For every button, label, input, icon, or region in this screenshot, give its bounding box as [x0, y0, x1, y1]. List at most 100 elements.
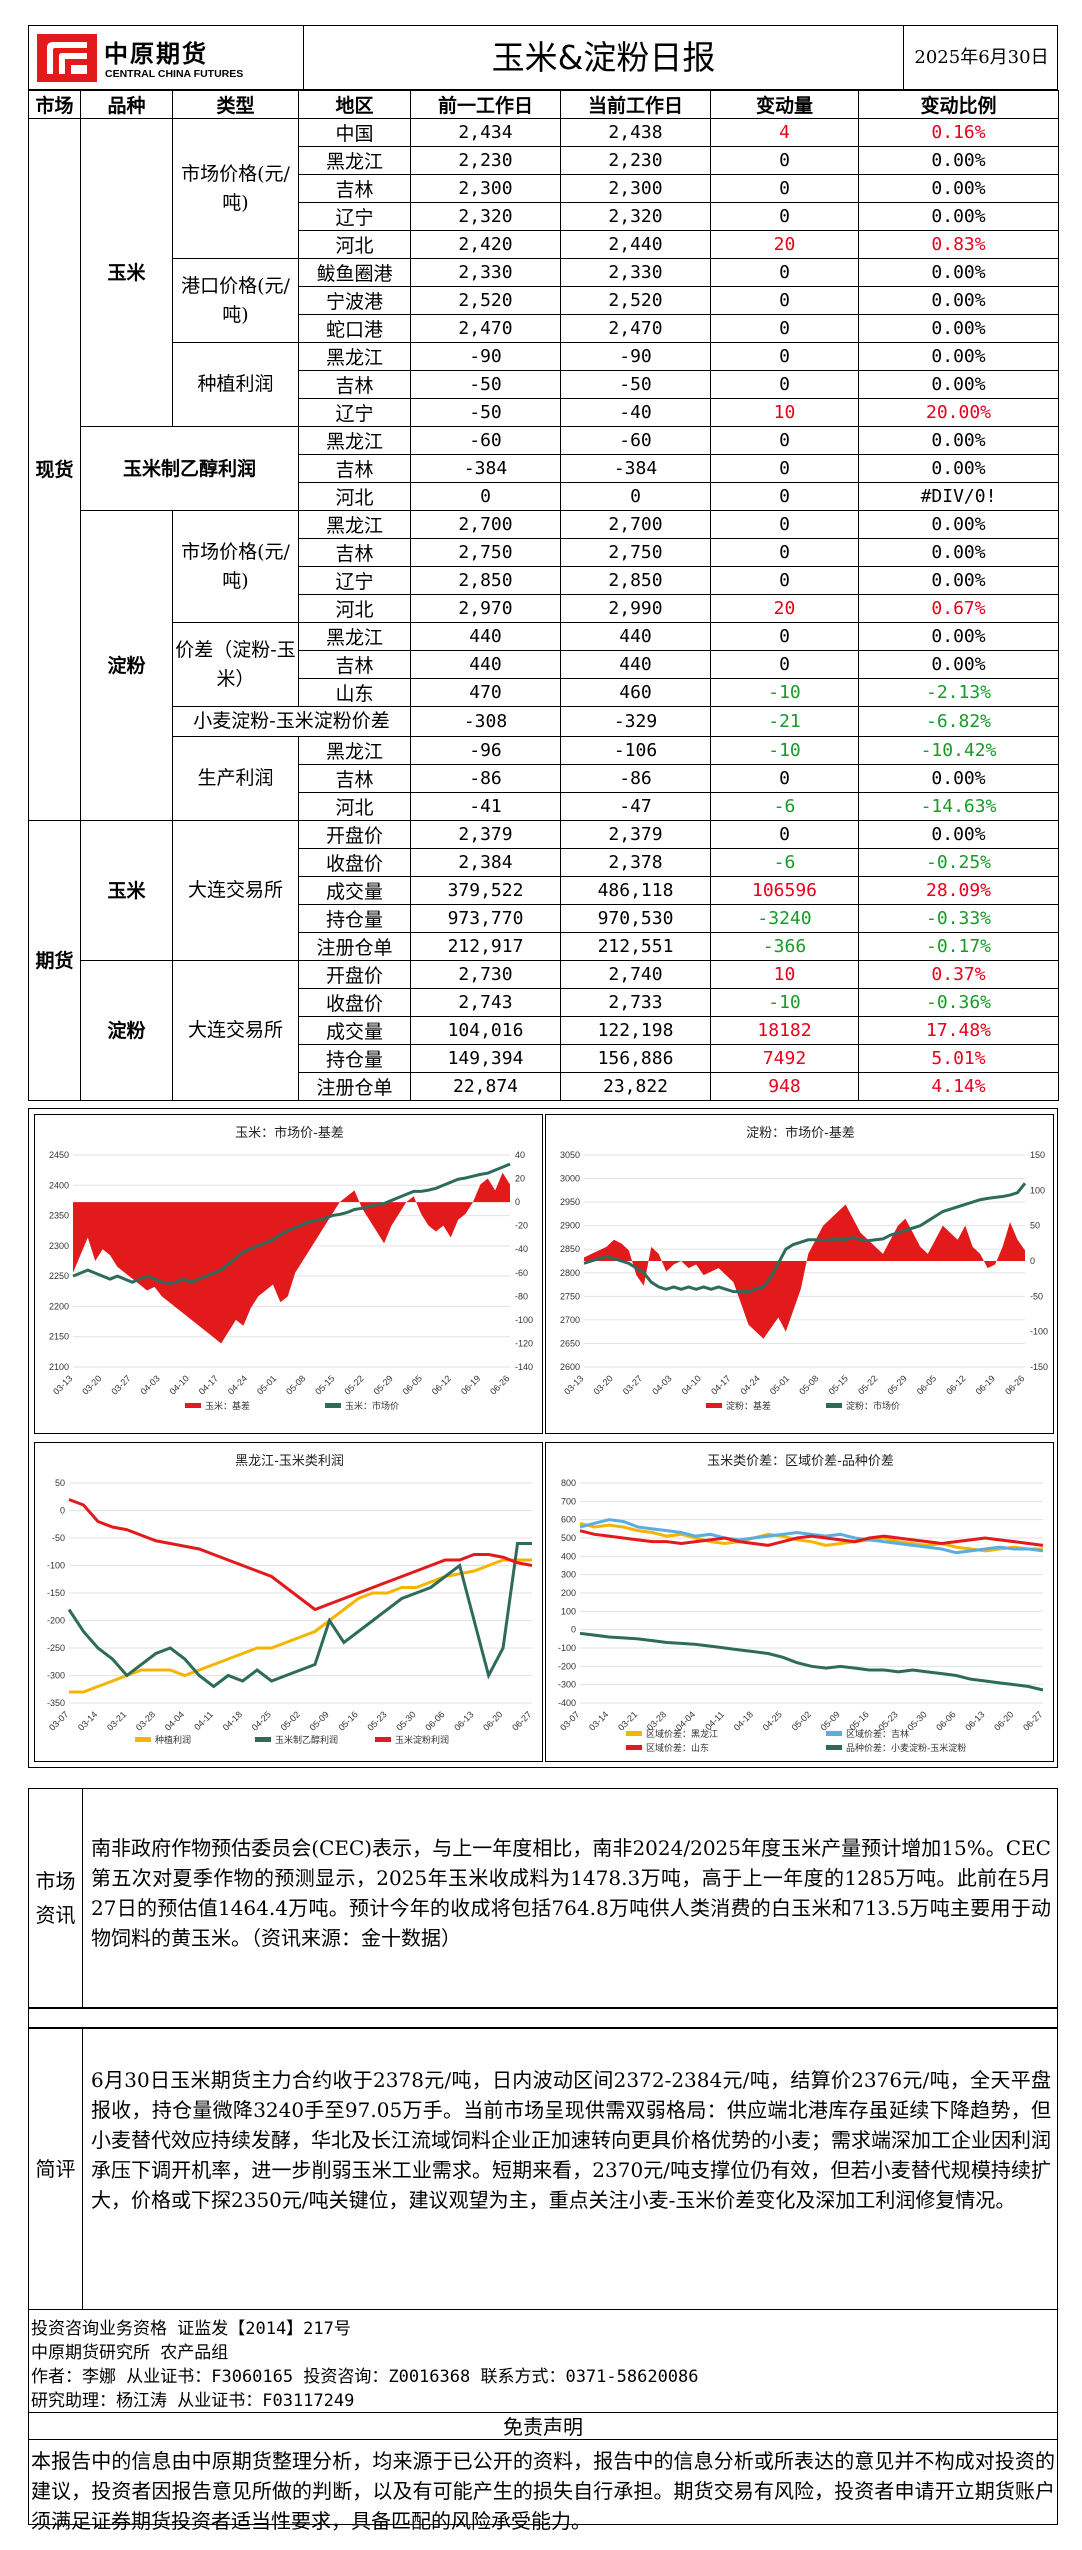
y-tick-label: -300 — [47, 1671, 65, 1681]
change-cell: 0 — [710, 202, 859, 231]
x-tick-label: 04-11 — [703, 1709, 726, 1732]
series-line-1 — [67, 1542, 532, 1689]
col-header-prev-day: 前一工作日 — [410, 90, 561, 119]
chart-title: 玉米类价差：区域价差-品种价差 — [707, 1454, 894, 1469]
series-area-0 — [73, 1172, 510, 1344]
prev-value-cell: 2,434 — [410, 118, 561, 147]
change-pct-cell: 0.00% — [858, 202, 1059, 231]
region-cell: 河北 — [298, 594, 411, 623]
prev-value-cell: 212,917 — [410, 932, 561, 961]
change-cell: -6 — [710, 792, 859, 821]
type-cell: 价差（淀粉-玉米） — [172, 622, 299, 707]
curr-value-cell: 122,198 — [560, 1016, 711, 1045]
type-cell: 大连交易所 — [172, 960, 299, 1101]
series-line-0 — [579, 1521, 1043, 1553]
region-cell: 河北 — [298, 230, 411, 259]
chart-title: 淀粉：市场价-基差 — [746, 1125, 855, 1141]
change-pct-cell: 0.00% — [858, 538, 1059, 567]
change-cell: 948 — [710, 1072, 859, 1101]
change-cell: 20 — [710, 230, 859, 259]
series-line-3 — [579, 1631, 1044, 1692]
change-pct-cell: 0.00% — [858, 764, 1059, 793]
y2-tick-label: 20 — [515, 1174, 525, 1184]
legend-label: 品种价差：小麦淀粉-玉米淀粉 — [846, 1742, 966, 1754]
change-pct-cell: 0.00% — [858, 258, 1059, 287]
x-tick-label: 04-03 — [138, 1373, 161, 1396]
table-row: 河北 2,970 2,990 20 0.67% — [29, 594, 1059, 623]
table-row: 黑龙江 2,230 2,230 0 0.00% — [29, 146, 1059, 175]
series-line-1 — [583, 1182, 1027, 1294]
chart-starch-price-basis: 淀粉：市场价-基差 2600 2650 2700 2750 2800 2850 2900 295… — [545, 1114, 1054, 1434]
report-header: 中原期货 CENTRAL CHINA FUTURES 玉米&淀粉日报 2025年… — [28, 25, 1058, 90]
prev-value-cell: 2,300 — [410, 174, 561, 203]
legend-swatch — [826, 1745, 842, 1750]
table-row: 辽宁 2,320 2,320 0 0.00% — [29, 202, 1059, 231]
legend-label: 玉米制乙醇利润 — [275, 1734, 338, 1746]
change-cell: -366 — [710, 932, 859, 961]
y-tick-label: -200 — [558, 1661, 576, 1671]
variety-cell: 玉米 — [80, 820, 173, 961]
y-tick-label: 2350 — [49, 1211, 69, 1221]
y-tick-label: 2700 — [560, 1315, 580, 1325]
x-tick-label: 05-30 — [394, 1709, 417, 1732]
prev-value-cell: -86 — [410, 764, 561, 793]
logo-chinese-name: 中原期货 — [104, 40, 208, 68]
news-commentary-section: 市场资讯 南非政府作物预估委员会(CEC)表示，与上一年度相比，南非2024/2… — [28, 1788, 1058, 2310]
y-tick-label: 2450 — [49, 1150, 69, 1160]
table-row: 吉林 -86 -86 0 0.00% — [29, 764, 1059, 793]
x-tick-label: 06-06 — [423, 1709, 446, 1732]
region-cell: 辽宁 — [298, 398, 411, 427]
prev-value-cell: 2,520 — [410, 286, 561, 315]
x-tick-label: 04-25 — [250, 1709, 273, 1732]
x-tick-label: 05-01 — [255, 1373, 278, 1396]
legend-label: 区域价差：黑龙江 — [646, 1728, 718, 1740]
curr-value-cell: 486,118 — [560, 876, 711, 905]
region-cell: 收盘价 — [298, 988, 411, 1017]
y2-tick-label: -80 — [515, 1291, 528, 1301]
table-row: 生产利润 黑龙江 -96 -106 -10 -10.42% — [29, 736, 1059, 821]
region-cell: 河北 — [298, 482, 411, 511]
y2-tick-label: 50 — [1030, 1221, 1040, 1231]
x-tick-label: 05-22 — [856, 1373, 879, 1396]
y-tick-label: 2150 — [49, 1332, 69, 1342]
change-pct-cell: 20.00% — [858, 398, 1059, 427]
curr-value-cell: 440 — [560, 622, 711, 651]
logo-english-name: CENTRAL CHINA FUTURES — [105, 68, 244, 80]
change-pct-cell: 0.16% — [858, 118, 1059, 147]
x-tick-label: 06-13 — [452, 1709, 475, 1732]
region-cell: 黑龙江 — [298, 510, 411, 539]
x-tick-label: 05-29 — [885, 1373, 908, 1396]
col-header-change: 变动量 — [710, 90, 859, 119]
change-pct-cell: 5.01% — [858, 1044, 1059, 1073]
change-pct-cell: 17.48% — [858, 1016, 1059, 1045]
curr-value-cell: 440 — [560, 650, 711, 679]
variety-cell: 淀粉 — [80, 960, 173, 1101]
series-area-0 — [584, 1204, 1025, 1339]
commentary-text: 6月30日玉米期货主力合约收于2378元/吨，日内波动区间2372-2384元/… — [91, 2068, 1051, 2212]
region-cell: 山东 — [298, 678, 411, 707]
x-tick-label: 06-12 — [944, 1373, 967, 1396]
region-cell: 辽宁 — [298, 202, 411, 231]
x-tick-label: 05-09 — [818, 1709, 841, 1732]
prev-value-cell: -50 — [410, 370, 561, 399]
chart-title: 玉米：市场价-基差 — [235, 1125, 344, 1141]
y-tick-label: -200 — [47, 1616, 65, 1626]
curr-value-cell: -86 — [560, 764, 711, 793]
table-row: 成交量 379,522 486,118 106596 28.09% — [29, 876, 1059, 905]
y-tick-label: 400 — [561, 1551, 576, 1561]
region-cell: 收盘价 — [298, 848, 411, 877]
prev-value-cell: -384 — [410, 454, 561, 483]
curr-value-cell: 2,378 — [560, 848, 711, 877]
x-tick-label: 05-02 — [790, 1709, 813, 1732]
section-divider — [29, 2007, 1057, 2009]
legend-label: 区域价差：山东 — [646, 1742, 709, 1754]
x-tick-label: 05-09 — [307, 1709, 330, 1732]
x-tick-label: 04-10 — [168, 1373, 191, 1396]
x-tick-label: 04-04 — [163, 1709, 186, 1732]
change-cell: -3240 — [710, 904, 859, 933]
table-row: 收盘价 2,384 2,378 -6 -0.25% — [29, 848, 1059, 877]
prev-value-cell: -96 — [410, 736, 561, 765]
table-row: 持仓量 973,770 970,530 -3240 -0.33% — [29, 904, 1059, 933]
change-cell: 0 — [710, 482, 859, 511]
y-tick-label: 100 — [561, 1606, 576, 1616]
